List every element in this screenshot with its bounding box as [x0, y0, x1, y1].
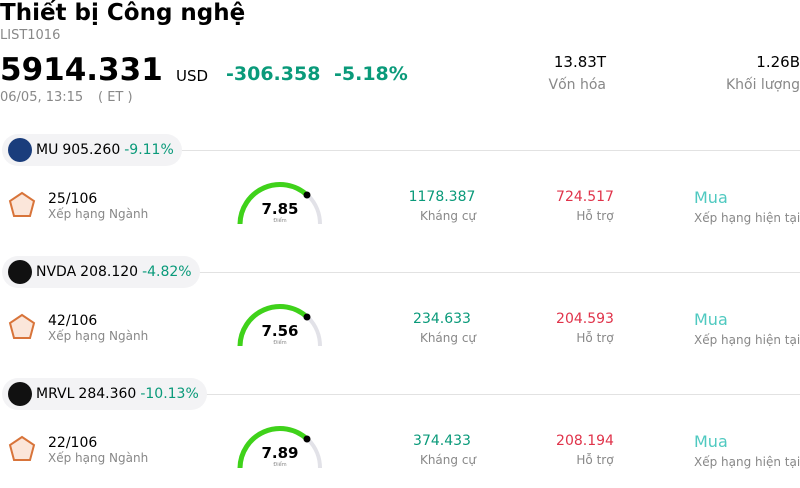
rank-icon-shape	[8, 435, 36, 461]
support: 724.517	[556, 189, 614, 205]
stat-value: 1.26B	[756, 53, 800, 71]
divider	[150, 394, 800, 395]
score: 7.89	[261, 444, 299, 462]
stock-price: 905.260	[62, 142, 121, 158]
rank: 25/106	[48, 191, 98, 207]
stock-pill[interactable]: NVDA 208.120 -4.82%	[2, 256, 200, 288]
rank-icon	[8, 435, 36, 461]
resistance: 374.433	[413, 433, 471, 449]
title: Thiết bị Công nghệ	[0, 0, 246, 26]
rank-icon	[8, 313, 36, 339]
stock-pill[interactable]: MRVL 284.360 -10.13%	[2, 378, 207, 410]
score: 7.85	[261, 200, 299, 218]
code: LIST1016	[0, 28, 61, 43]
rating: Mua	[694, 188, 728, 207]
stock-change: -4.82%	[142, 264, 192, 280]
gauge-dot	[303, 191, 311, 199]
score-gauge	[237, 182, 322, 225]
support: 208.194	[556, 433, 614, 449]
rank-icon-shape	[8, 191, 36, 217]
timezone: ( ET )	[98, 90, 133, 105]
stock-change: -10.13%	[140, 386, 199, 402]
support-label: Hỗ trợ	[576, 209, 614, 223]
rank-icon	[8, 191, 36, 217]
gauge-fill	[237, 182, 309, 225]
score-gauge	[237, 304, 322, 347]
stat-label: Khối lượng	[725, 77, 800, 93]
stock-pill[interactable]: MU 905.260 -9.11%	[2, 134, 182, 166]
score: 7.56	[261, 322, 299, 340]
time: 06/05, 13:15	[0, 90, 84, 105]
stock-logo	[8, 382, 32, 406]
currency: USD	[176, 67, 209, 85]
gauge-fill	[237, 426, 309, 469]
score-gauge	[237, 426, 322, 469]
resistance: 234.633	[413, 311, 471, 327]
divider	[150, 272, 800, 273]
score-label: Điểm	[273, 218, 287, 224]
rank: 22/106	[48, 435, 98, 451]
support-label: Hỗ trợ	[576, 331, 614, 345]
rank-label: Xếp hạng Ngành	[48, 451, 149, 465]
stock-logo	[8, 260, 32, 284]
gauge-fill	[237, 304, 309, 347]
resistance-label: Kháng cự	[419, 209, 477, 223]
gauge-dot	[303, 313, 311, 321]
rank: 42/106	[48, 313, 98, 329]
stock-logo	[8, 138, 32, 162]
stat-value: 13.83T	[553, 53, 606, 71]
stock-ticker: MRVL	[36, 386, 75, 402]
score-label: Điểm	[273, 462, 287, 468]
divider	[150, 150, 800, 151]
rank-icon-shape	[8, 313, 36, 339]
stock-ticker: NVDA	[36, 264, 77, 280]
resistance-label: Kháng cự	[419, 331, 477, 345]
rating-label: Xếp hạng hiện tại	[694, 333, 800, 347]
support: 204.593	[556, 311, 614, 327]
support-label: Hỗ trợ	[576, 453, 614, 467]
price: 5914.331	[0, 52, 163, 88]
rank-label: Xếp hạng Ngành	[48, 329, 149, 343]
resistance: 1178.387	[408, 189, 476, 205]
rating-label: Xếp hạng hiện tại	[694, 455, 800, 469]
stock-price: 208.120	[80, 264, 139, 280]
rank-label: Xếp hạng Ngành	[48, 207, 149, 221]
stock-price: 284.360	[78, 386, 137, 402]
stat-label: Vốn hóa	[548, 77, 606, 93]
stock-ticker: MU	[36, 142, 59, 158]
change: -306.358	[226, 63, 321, 85]
rating: Mua	[694, 432, 728, 451]
rating-label: Xếp hạng hiện tại	[694, 211, 800, 225]
score-label: Điểm	[273, 340, 287, 346]
stock-change: -9.11%	[124, 142, 174, 158]
change-pct: -5.18%	[334, 63, 408, 85]
rating: Mua	[694, 310, 728, 329]
gauge-dot	[303, 435, 311, 443]
resistance-label: Kháng cự	[419, 453, 477, 467]
